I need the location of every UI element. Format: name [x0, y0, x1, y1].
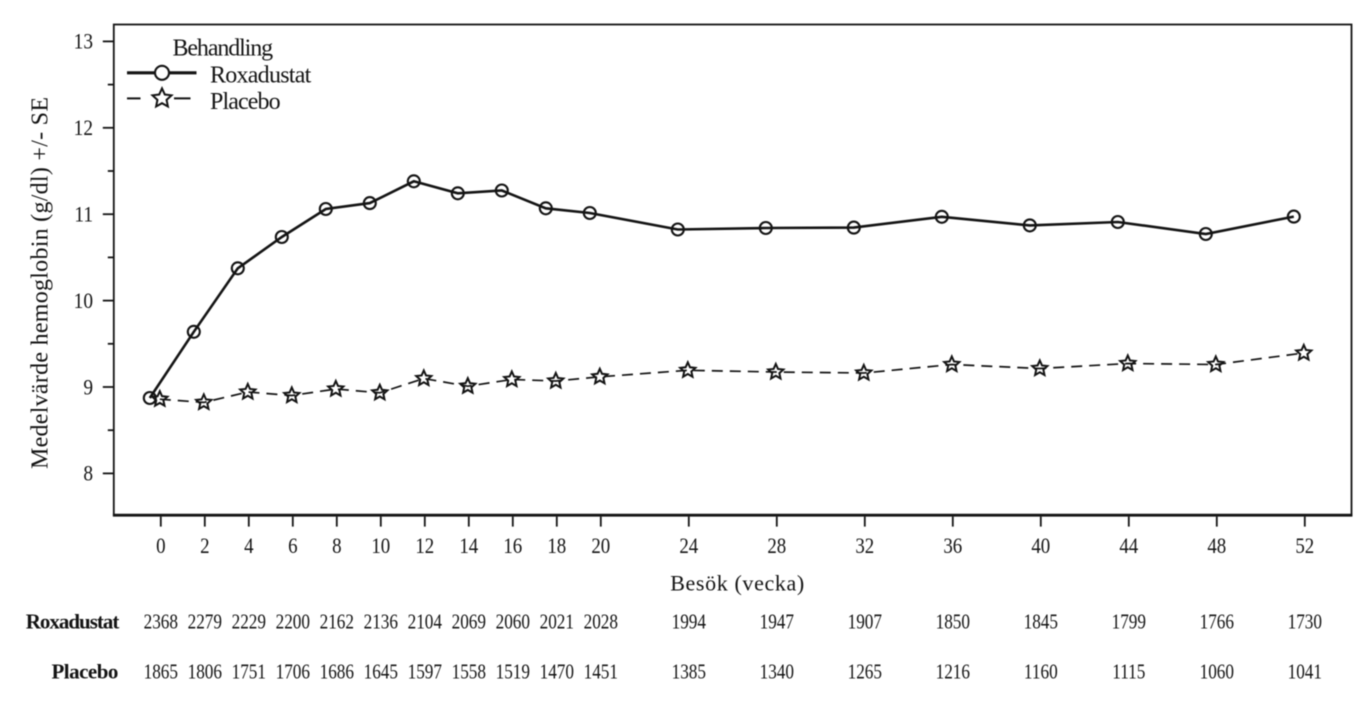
svg-text:Besök (vecka): Besök (vecka) [670, 571, 804, 596]
svg-text:2028: 2028 [584, 611, 618, 634]
svg-text:Medelvärde hemoglobin (g/dl) +: Medelvärde hemoglobin (g/dl) +/- SE [28, 97, 54, 469]
svg-text:1041: 1041 [1288, 661, 1322, 684]
svg-text:2060: 2060 [496, 611, 530, 634]
svg-text:14: 14 [459, 535, 478, 559]
svg-text:10: 10 [74, 288, 93, 314]
svg-text:1865: 1865 [144, 661, 178, 684]
svg-text:Placebo: Placebo [52, 660, 119, 684]
svg-text:8: 8 [83, 460, 93, 486]
svg-text:0: 0 [156, 535, 165, 559]
svg-text:6: 6 [288, 535, 297, 559]
svg-text:1730: 1730 [1288, 611, 1322, 634]
svg-text:20: 20 [591, 535, 610, 559]
svg-text:9: 9 [83, 374, 93, 400]
svg-text:1845: 1845 [1024, 611, 1058, 634]
svg-text:16: 16 [503, 535, 522, 559]
svg-text:2229: 2229 [232, 611, 266, 634]
svg-text:1470: 1470 [540, 661, 574, 684]
svg-text:12: 12 [74, 115, 93, 141]
svg-text:2162: 2162 [320, 611, 354, 634]
svg-text:40: 40 [1031, 535, 1050, 559]
svg-text:1597: 1597 [408, 661, 443, 684]
svg-text:1766: 1766 [1200, 611, 1235, 634]
svg-text:13: 13 [74, 28, 93, 54]
svg-text:1751: 1751 [232, 661, 266, 684]
svg-text:28: 28 [767, 535, 786, 559]
svg-text:1216: 1216 [936, 661, 971, 684]
svg-text:2: 2 [200, 535, 209, 559]
svg-text:48: 48 [1207, 535, 1226, 559]
svg-text:1850: 1850 [936, 611, 970, 634]
svg-text:1451: 1451 [584, 661, 618, 684]
svg-text:18: 18 [547, 535, 566, 559]
svg-text:1799: 1799 [1112, 611, 1146, 634]
svg-text:1706: 1706 [276, 661, 311, 684]
svg-text:1115: 1115 [1112, 661, 1145, 684]
svg-text:2136: 2136 [364, 611, 399, 634]
svg-text:1340: 1340 [760, 661, 794, 684]
svg-text:Roxadustat: Roxadustat [210, 63, 312, 89]
svg-text:12: 12 [415, 535, 434, 559]
svg-text:24: 24 [679, 535, 698, 559]
svg-text:1385: 1385 [672, 661, 706, 684]
svg-text:Behandling: Behandling [173, 35, 274, 61]
svg-text:2104: 2104 [408, 611, 443, 634]
svg-text:1060: 1060 [1200, 661, 1234, 684]
svg-text:Placebo: Placebo [210, 89, 281, 115]
svg-text:2200: 2200 [276, 611, 310, 634]
svg-text:36: 36 [943, 535, 962, 559]
svg-text:2279: 2279 [188, 611, 222, 634]
svg-text:4: 4 [244, 535, 253, 559]
svg-text:1686: 1686 [320, 661, 355, 684]
svg-text:Roxadustat: Roxadustat [26, 610, 120, 634]
svg-text:1558: 1558 [452, 661, 486, 684]
svg-text:2368: 2368 [144, 611, 178, 634]
svg-text:1947: 1947 [760, 611, 795, 634]
svg-text:32: 32 [855, 535, 874, 559]
svg-text:8: 8 [332, 535, 341, 559]
svg-text:1519: 1519 [496, 661, 530, 684]
svg-text:11: 11 [74, 201, 93, 227]
svg-text:1645: 1645 [364, 661, 398, 684]
svg-text:1907: 1907 [848, 611, 883, 634]
svg-text:1806: 1806 [188, 661, 223, 684]
svg-text:44: 44 [1119, 535, 1138, 559]
svg-text:2069: 2069 [452, 611, 486, 634]
svg-text:1994: 1994 [672, 611, 707, 634]
svg-text:52: 52 [1295, 535, 1314, 559]
svg-text:1265: 1265 [848, 661, 882, 684]
svg-text:2021: 2021 [540, 611, 574, 634]
svg-text:10: 10 [371, 535, 390, 559]
svg-text:1160: 1160 [1024, 661, 1058, 684]
